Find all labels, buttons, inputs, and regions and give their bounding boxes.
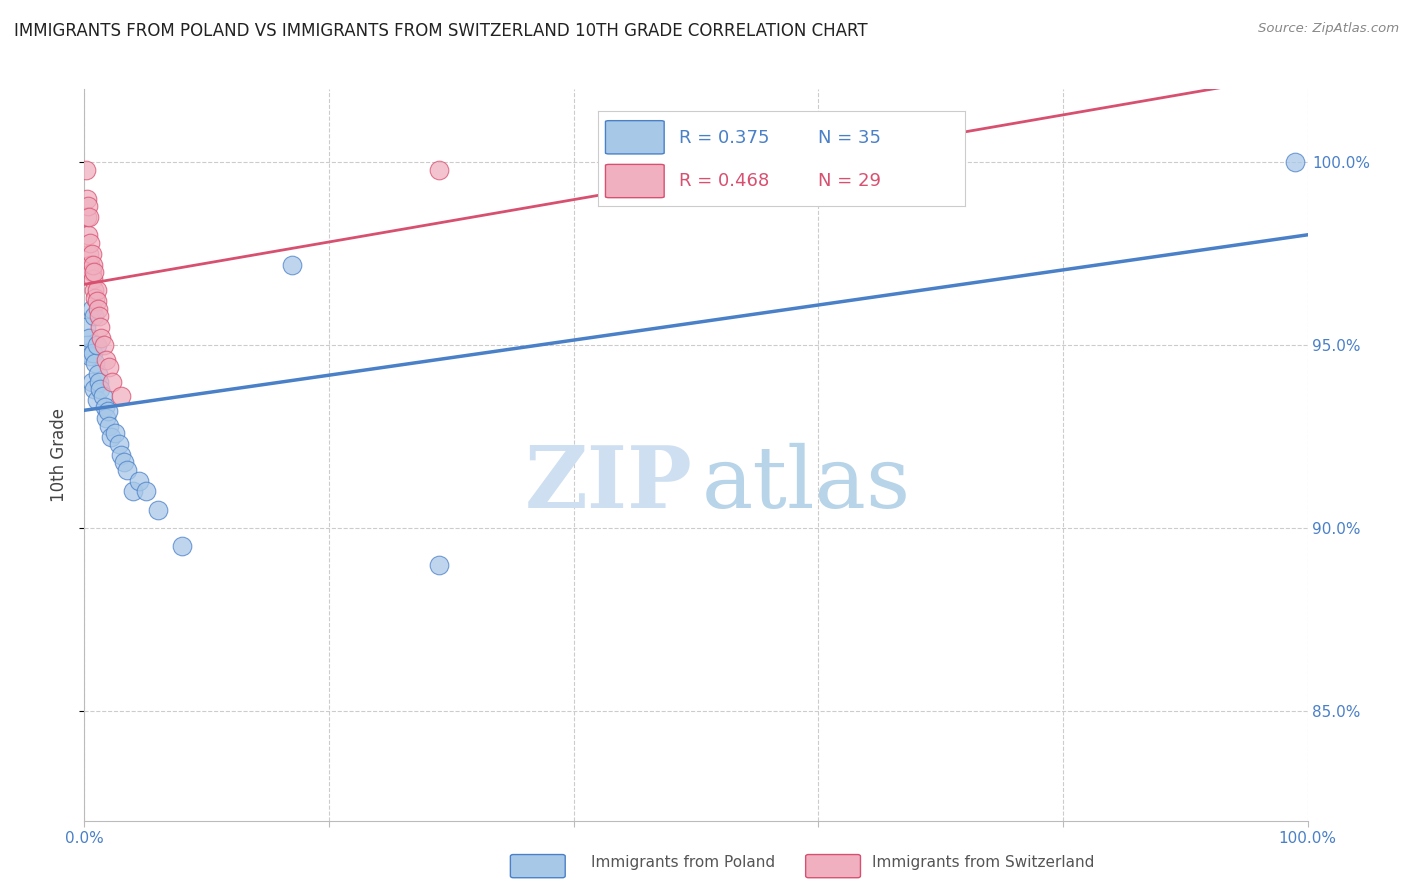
Point: [115, 462, 138, 476]
Point: [96, 352, 118, 367]
Point: [122, 484, 145, 499]
Text: IMMIGRANTS FROM POLAND VS IMMIGRANTS FROM SWITZERLAND 10TH GRADE CORRELATION CHA: IMMIGRANTS FROM POLAND VS IMMIGRANTS FRO…: [14, 22, 868, 40]
Point: [86, 392, 108, 407]
Point: [100, 429, 122, 443]
Text: Immigrants from Switzerland: Immigrants from Switzerland: [872, 855, 1094, 870]
Point: [86, 338, 108, 352]
Point: [77, 199, 100, 213]
Point: [86, 294, 108, 309]
Point: [97, 404, 120, 418]
Point: [97, 360, 120, 375]
Point: [96, 411, 118, 425]
Point: [112, 455, 135, 469]
Point: [80, 246, 103, 260]
Y-axis label: 10th Grade: 10th Grade: [49, 408, 67, 502]
Point: [77, 228, 100, 243]
Point: [76, 338, 98, 352]
Point: [94, 401, 117, 415]
Point: [97, 418, 120, 433]
Text: Immigrants from Poland: Immigrants from Poland: [591, 855, 775, 870]
Point: [76, 192, 98, 206]
Point: [107, 437, 129, 451]
Point: [75, 162, 97, 177]
Point: [82, 272, 104, 286]
Point: [1284, 155, 1306, 169]
Point: [110, 448, 132, 462]
Point: [83, 382, 105, 396]
Point: [87, 368, 110, 382]
Point: [128, 474, 150, 488]
Point: [86, 283, 108, 297]
Point: [77, 331, 100, 345]
Point: [427, 558, 450, 572]
Point: [87, 375, 110, 389]
Point: [135, 484, 157, 499]
Point: [83, 309, 105, 323]
Point: [83, 265, 105, 279]
Point: [89, 382, 111, 396]
Point: [110, 389, 132, 403]
Point: [82, 258, 104, 272]
Point: [75, 319, 97, 334]
Point: [90, 331, 112, 345]
Point: [427, 162, 450, 177]
Point: [87, 301, 110, 316]
Point: [84, 356, 107, 370]
Point: [281, 258, 304, 272]
Point: [93, 338, 115, 352]
Text: ZIP: ZIP: [524, 442, 693, 526]
Point: [80, 301, 103, 316]
Text: atlas: atlas: [702, 442, 911, 525]
Point: [172, 539, 194, 553]
Point: [77, 345, 100, 359]
Text: Source: ZipAtlas.com: Source: ZipAtlas.com: [1258, 22, 1399, 36]
Point: [77, 246, 100, 260]
Point: [84, 291, 107, 305]
Point: [83, 283, 105, 297]
Point: [80, 265, 103, 279]
Point: [87, 309, 110, 323]
Point: [79, 349, 101, 363]
Point: [79, 258, 101, 272]
Point: [104, 425, 127, 440]
Point: [79, 235, 101, 250]
Point: [91, 389, 114, 403]
Point: [783, 162, 806, 177]
Point: [146, 502, 169, 516]
Point: [80, 375, 103, 389]
Point: [77, 210, 100, 224]
Point: [101, 375, 124, 389]
Point: [82, 345, 104, 359]
Point: [76, 210, 98, 224]
Point: [89, 319, 111, 334]
